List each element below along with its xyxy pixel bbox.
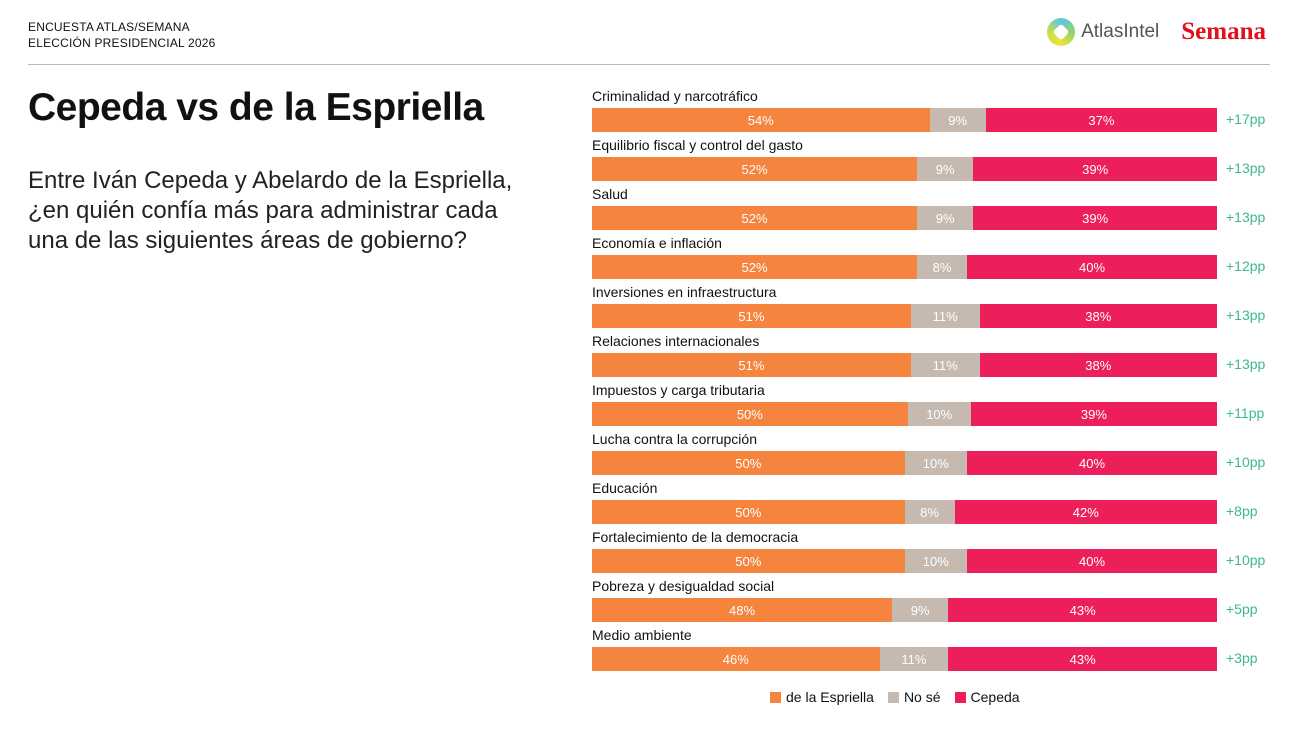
bar-espriella: 52% xyxy=(592,206,917,230)
legend-label: No sé xyxy=(903,689,941,705)
category-label: Fortalecimiento de la democracia xyxy=(592,529,799,545)
difference-label: +13pp xyxy=(1226,307,1266,323)
bar-cepeda: 39% xyxy=(973,157,1217,181)
bar-cepeda: 43% xyxy=(948,598,1217,622)
legend-swatch xyxy=(770,692,781,703)
difference-label: +11pp xyxy=(1226,405,1265,421)
bar-espriella: 50% xyxy=(592,451,905,475)
difference-label: +13pp xyxy=(1226,209,1266,225)
logos: AtlasIntel Semana xyxy=(1047,18,1266,46)
bar-no-se: 8% xyxy=(904,500,955,524)
bar-cepeda: 43% xyxy=(948,647,1217,671)
bar-no-se: 9% xyxy=(917,206,974,230)
page-title: Cepeda vs de la Espriella xyxy=(28,86,484,129)
category-label: Inversiones en infraestructura xyxy=(592,284,777,300)
bar-cepeda: 37% xyxy=(985,108,1217,132)
question-text: Entre Iván Cepeda y Abelardo de la Espri… xyxy=(28,167,513,254)
category-label: Relaciones internacionales xyxy=(592,333,760,349)
category-label: Educación xyxy=(592,480,658,496)
difference-label: +12pp xyxy=(1226,258,1266,274)
category-label: Medio ambiente xyxy=(592,627,692,643)
legend-item: No sé xyxy=(887,689,941,705)
bar-no-se: 9% xyxy=(929,108,986,132)
difference-label: +8pp xyxy=(1226,503,1258,519)
category-label: Lucha contra la corrupción xyxy=(592,431,757,447)
legend: de la Espriella No sé Cepeda xyxy=(770,689,1020,705)
bar-espriella: 52% xyxy=(592,255,917,279)
legend-item: de la Espriella xyxy=(770,689,874,705)
bar-no-se: 10% xyxy=(907,402,971,426)
atlas-logo-text: AtlasIntel xyxy=(1081,21,1160,42)
kicker-line-2: ELECCIÓN PRESIDENCIAL 2026 xyxy=(28,36,216,50)
category-label: Equilibrio fiscal y control del gasto xyxy=(592,137,803,153)
category-label: Pobreza y desigualdad social xyxy=(592,578,775,594)
legend-label: de la Espriella xyxy=(786,689,874,705)
difference-label: +3pp xyxy=(1226,650,1258,666)
legend-item: Cepeda xyxy=(954,689,1020,705)
bar-espriella: 50% xyxy=(592,549,905,573)
bar-no-se: 11% xyxy=(910,353,980,377)
bar-cepeda: 40% xyxy=(967,549,1217,573)
bar-espriella: 48% xyxy=(592,598,892,622)
bar-espriella: 50% xyxy=(592,500,905,524)
difference-label: +13pp xyxy=(1226,356,1266,372)
legend-label: Cepeda xyxy=(970,689,1020,705)
bar-cepeda: 39% xyxy=(970,402,1217,426)
kicker: ENCUESTA ATLAS/SEMANA ELECCIÓN PRESIDENC… xyxy=(28,19,216,51)
difference-label: +17pp xyxy=(1226,111,1266,127)
legend-swatch xyxy=(954,692,966,703)
atlasintel-logo: AtlasIntel xyxy=(1047,18,1159,46)
bar-espriella: 51% xyxy=(592,353,911,377)
bar-cepeda: 42% xyxy=(954,500,1217,524)
divider xyxy=(28,64,1270,65)
difference-label: +10pp xyxy=(1226,454,1266,470)
kicker-line-1: ENCUESTA ATLAS/SEMANA xyxy=(28,20,190,34)
bar-no-se: 9% xyxy=(892,598,949,622)
difference-label: +10pp xyxy=(1226,552,1266,568)
difference-label: +5pp xyxy=(1226,601,1258,617)
bar-cepeda: 38% xyxy=(979,353,1217,377)
bar-cepeda: 40% xyxy=(967,255,1217,279)
bar-no-se: 8% xyxy=(917,255,967,279)
category-label: Economía e inflación xyxy=(592,235,722,251)
legend-swatch xyxy=(887,692,899,703)
bar-no-se: 11% xyxy=(910,304,980,328)
bar-espriella: 54% xyxy=(592,108,930,132)
category-label: Impuestos y carga tributaria xyxy=(592,382,765,398)
difference-label: +13pp xyxy=(1226,160,1266,176)
bar-no-se: 9% xyxy=(917,157,974,181)
semana-logo: Semana xyxy=(1181,18,1266,45)
bar-cepeda: 40% xyxy=(967,451,1217,475)
category-label: Criminalidad y narcotráfico xyxy=(592,88,758,104)
bar-no-se: 11% xyxy=(879,647,949,671)
bar-espriella: 46% xyxy=(592,647,880,671)
bar-cepeda: 38% xyxy=(979,304,1217,328)
bar-cepeda: 39% xyxy=(973,206,1217,230)
bar-no-se: 10% xyxy=(904,549,967,573)
bar-espriella: 50% xyxy=(592,402,908,426)
atlas-logo-icon xyxy=(1047,18,1076,46)
bar-espriella: 52% xyxy=(592,157,917,181)
bar-no-se: 10% xyxy=(904,451,967,475)
bar-espriella: 51% xyxy=(592,304,911,328)
category-label: Salud xyxy=(592,186,628,202)
